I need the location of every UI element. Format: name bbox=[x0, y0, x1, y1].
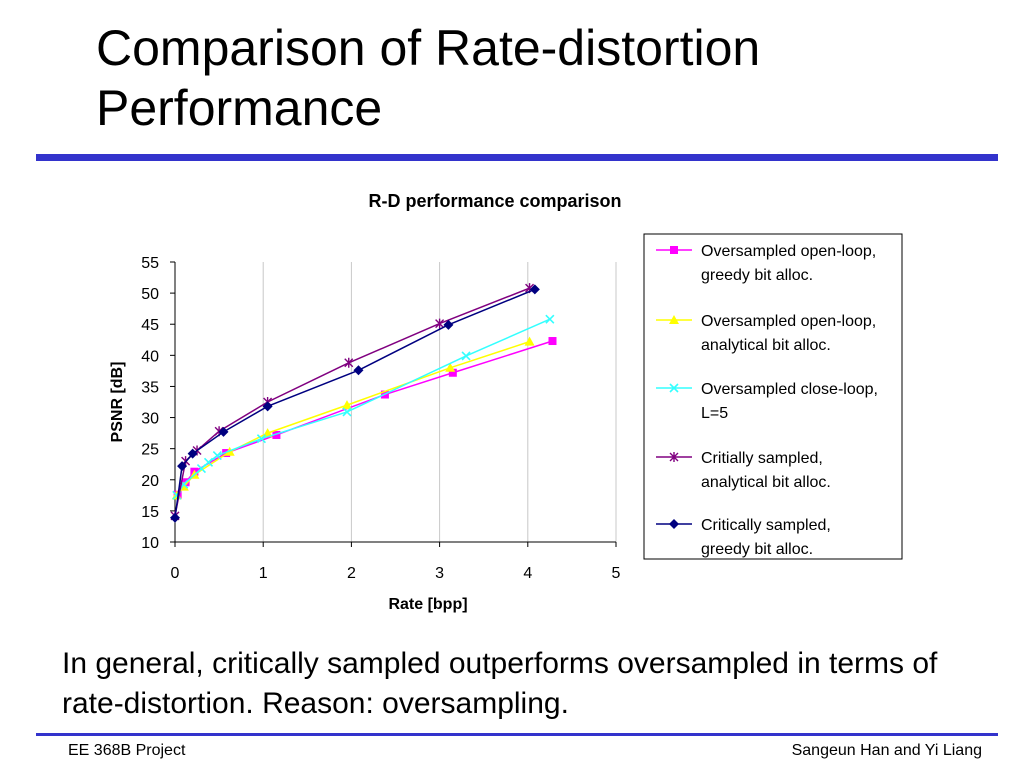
legend-entry-5: Critically sampled, greedy bit alloc. bbox=[656, 517, 831, 558]
data-point bbox=[177, 461, 188, 472]
data-point bbox=[212, 450, 222, 461]
data-point bbox=[218, 426, 229, 437]
legend-swatch-marker bbox=[669, 383, 679, 393]
summary-text: In general, critically sampled outperfor… bbox=[62, 647, 938, 720]
y-tick-label: 25 bbox=[141, 442, 159, 459]
data-point bbox=[222, 449, 231, 458]
legend-label-line: L=5 bbox=[701, 405, 728, 422]
data-point bbox=[342, 407, 352, 417]
data-point bbox=[256, 434, 267, 444]
y-tick-label: 55 bbox=[141, 255, 159, 272]
series-line bbox=[176, 318, 551, 496]
x-tick-label: 1 bbox=[259, 565, 268, 582]
legend-label-line: analytical bit alloc. bbox=[701, 337, 831, 354]
legend-swatch-marker bbox=[669, 315, 679, 324]
legend-box bbox=[643, 233, 903, 560]
legend-label-line: Critically sampled, bbox=[701, 517, 831, 534]
legend-label: Oversampled close-loop, L=5 bbox=[701, 381, 878, 422]
rd-chart: R-D performance comparison 0 1 2 3 4 51015202… bbox=[109, 191, 903, 613]
y-axis-label: PSNR [dB] bbox=[109, 362, 126, 443]
legend-label: Oversampled open-loop, analytical bit all… bbox=[701, 313, 876, 354]
legend-entry-3: Oversampled close-loop, L=5 bbox=[656, 381, 878, 422]
data-point bbox=[344, 357, 354, 368]
legend: Oversampled open-loop, greedy bit alloc.O… bbox=[656, 243, 878, 558]
y-tick-label: 45 bbox=[141, 317, 159, 334]
legend-label-line: Oversampled close-loop, bbox=[701, 381, 878, 398]
legend-label: Critically sampled, greedy bit alloc. bbox=[701, 517, 831, 558]
x-tick-label: 2 bbox=[347, 565, 356, 582]
legend-label-line: Oversampled open-loop, bbox=[701, 313, 876, 330]
y-tick-label: 50 bbox=[141, 286, 159, 303]
data-point bbox=[187, 448, 198, 459]
footer-authors: Sangeun Han and Yi Liang bbox=[791, 742, 982, 759]
y-tick-label: 10 bbox=[141, 535, 159, 552]
data-point bbox=[461, 351, 471, 361]
data-point bbox=[170, 512, 180, 523]
legend-swatch-marker bbox=[669, 452, 679, 462]
series-3 bbox=[172, 314, 555, 500]
legend-entry-2: Oversampled open-loop, analytical bit all… bbox=[656, 313, 876, 354]
data-point bbox=[435, 318, 445, 329]
data-point bbox=[545, 314, 555, 324]
legend-label-line: analytical bit alloc. bbox=[701, 474, 831, 491]
x-tick-label: 5 bbox=[612, 565, 621, 582]
chart-title: R-D performance comparison bbox=[368, 191, 621, 211]
x-tick-label: 4 bbox=[523, 565, 532, 582]
legend-entry-1: Oversampled open-loop, greedy bit alloc. bbox=[656, 243, 876, 284]
x-tick-label: 0 bbox=[171, 565, 180, 582]
legend-label: Oversampled open-loop, greedy bit alloc. bbox=[701, 243, 876, 284]
data-point bbox=[353, 365, 364, 376]
data-point bbox=[443, 319, 454, 330]
x-axis-label: Rate [bpp] bbox=[388, 596, 467, 613]
grid-lines bbox=[262, 262, 617, 542]
data-point bbox=[262, 401, 273, 412]
series-1 bbox=[173, 337, 557, 499]
x-tick-label: 3 bbox=[435, 565, 444, 582]
y-tick-label: 35 bbox=[141, 379, 159, 396]
series-line bbox=[174, 288, 536, 518]
y-tick-label: 40 bbox=[141, 348, 159, 365]
legend-swatch-marker bbox=[669, 519, 679, 529]
slide-title: Comparison of Rate-distortion Performanc… bbox=[96, 20, 761, 136]
data-point bbox=[203, 457, 214, 467]
footer-course: EE 368B Project bbox=[68, 742, 186, 759]
y-tick-label: 30 bbox=[141, 411, 159, 428]
series-line bbox=[176, 340, 530, 496]
data-point bbox=[272, 430, 281, 439]
series-line bbox=[174, 287, 530, 517]
series-5 bbox=[170, 284, 540, 523]
y-tick-label: 20 bbox=[141, 473, 159, 490]
legend-label-line: Critially sampled, bbox=[701, 450, 823, 467]
title-divider bbox=[36, 154, 998, 161]
data-point bbox=[529, 284, 540, 295]
data-point bbox=[448, 368, 457, 377]
data-point bbox=[445, 362, 456, 372]
data-point bbox=[548, 337, 557, 346]
legend-entry-4: Critially sampled, analytical bit alloc. bbox=[656, 450, 831, 491]
legend-label-line: greedy bit alloc. bbox=[701, 267, 813, 284]
plot-area bbox=[175, 262, 616, 542]
footer-divider bbox=[36, 733, 998, 736]
legend-label: Critially sampled, analytical bit alloc. bbox=[701, 450, 831, 491]
series-4 bbox=[170, 283, 535, 521]
legend-label-line: Oversampled open-loop, bbox=[701, 243, 876, 260]
y-tick-label: 15 bbox=[141, 504, 159, 521]
legend-swatch-marker bbox=[670, 246, 678, 254]
legend-label-line: greedy bit alloc. bbox=[701, 541, 813, 558]
series-layer bbox=[170, 283, 557, 523]
data-point bbox=[341, 400, 352, 410]
data-point bbox=[524, 336, 535, 346]
series-line bbox=[177, 340, 553, 496]
